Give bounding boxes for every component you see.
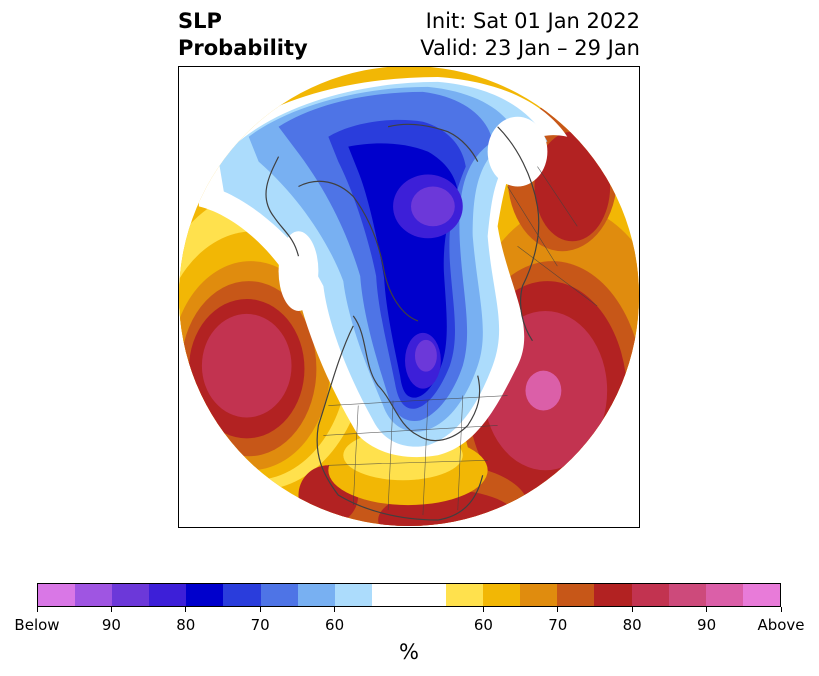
siberia-coast (298, 180, 419, 322)
colorbar-tick (780, 607, 782, 612)
title-right: Init: Sat 01 Jan 2022 Valid: 23 Jan – 29… (420, 8, 640, 62)
map-panel (178, 66, 640, 528)
colorbar-tick-label: 80 (622, 616, 642, 634)
colorbar-swatch (594, 584, 632, 606)
arctic-coast (387, 123, 479, 162)
colorbar-unit: % (399, 640, 419, 664)
colorbar-tick-label: 80 (176, 616, 196, 634)
greenland-coast (352, 315, 481, 442)
probability-field (179, 67, 639, 527)
colorbar-swatch (408, 584, 447, 606)
colorbar-swatch (112, 584, 150, 606)
colorbar-tick-label: 70 (250, 616, 270, 634)
colorbar-tick (334, 607, 336, 612)
colorbar-tick-label: 60 (325, 616, 345, 634)
europe-coast (497, 126, 540, 342)
colorbar-tick-label: Above (757, 616, 805, 634)
colorbar-swatch (520, 584, 558, 606)
probability-map (179, 67, 639, 527)
colorbar-tick-label: 90 (101, 616, 121, 634)
colorbar-tick-label: 60 (473, 616, 493, 634)
product-title: Probability (178, 36, 308, 60)
north-america-coast (316, 325, 484, 521)
colorbar-tick (482, 607, 484, 612)
colorbar-swatch (334, 584, 372, 606)
colorbar-tick (259, 607, 261, 612)
colorbar-swatch (260, 584, 298, 606)
colorbar-swatch (38, 584, 76, 606)
colorbar-swatch (668, 584, 706, 606)
colorbar-tick (185, 607, 187, 612)
transition-zone (278, 231, 319, 311)
colorbar-tick-label: 90 (697, 616, 717, 634)
colorbar (37, 583, 781, 607)
init-date: Init: Sat 01 Jan 2022 (425, 9, 640, 33)
colorbar-swatch (446, 584, 484, 606)
alaska-coast (265, 156, 300, 257)
colorbar-tick (706, 607, 708, 612)
colorbar-swatch (371, 584, 409, 606)
variable-title: SLP (178, 9, 222, 33)
colorbar-swatch (75, 584, 113, 606)
title-left: SLP Probability (178, 8, 308, 62)
colorbar-swatch (223, 584, 261, 606)
colorbar-swatch (557, 584, 595, 606)
colorbar-tick (557, 607, 559, 612)
colorbar-swatch (186, 584, 224, 606)
colorbar-swatch (149, 584, 187, 606)
coastlines (265, 123, 540, 521)
colorbar-tick-label: 70 (548, 616, 568, 634)
colorbar-swatch (705, 584, 743, 606)
valid-range: Valid: 23 Jan – 29 Jan (420, 36, 640, 60)
borders (323, 166, 598, 516)
colorbar-swatch (742, 584, 780, 606)
colorbar-swatch (631, 584, 669, 606)
colorbar-tick (36, 607, 38, 612)
colorbar-tick (631, 607, 633, 612)
colorbar-swatch (297, 584, 335, 606)
colorbar-tick-label: Below (14, 616, 60, 634)
colorbar-swatch (483, 584, 521, 606)
colorbar-tick (110, 607, 112, 612)
